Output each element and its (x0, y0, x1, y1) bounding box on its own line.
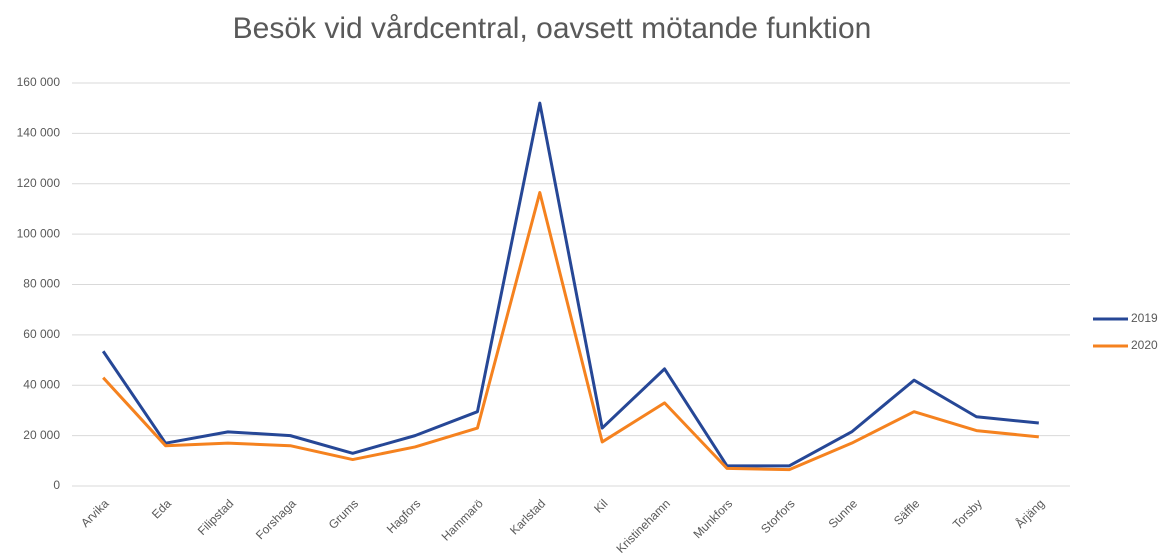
series-line (101, 101, 1039, 468)
x-tick-label: Forshaga (253, 496, 299, 542)
y-tick-label: 120 000 (17, 176, 61, 190)
x-tick-label: Grums (326, 496, 361, 531)
x-tick-label: Storfors (758, 496, 798, 536)
x-tick-label: Årjäng (1012, 496, 1047, 531)
x-tick-label: Kristinehamn (614, 496, 673, 555)
x-tick-label: Hagfors (384, 496, 424, 536)
x-tick-label: Munkfors (690, 496, 735, 541)
y-tick-label: 100 000 (17, 226, 61, 240)
x-tick-label: Kil (591, 496, 610, 515)
x-tick-label: Torsby (950, 496, 985, 531)
legend-label: 2019 (1131, 311, 1158, 325)
y-tick-label: 80 000 (23, 277, 60, 291)
y-tick-label: 40 000 (23, 377, 60, 391)
y-tick-label: 60 000 (23, 327, 60, 341)
y-tick-label: 140 000 (17, 126, 61, 140)
x-tick-label: Säffle (891, 496, 923, 528)
series-line (102, 191, 1039, 472)
x-tick-label: Hammarö (439, 496, 486, 543)
legend-label: 2020 (1131, 338, 1158, 352)
y-tick-label: 0 (53, 478, 60, 492)
x-tick-label: Filipstad (195, 496, 236, 537)
x-tick-label: Eda (149, 496, 174, 521)
y-tick-label: 160 000 (17, 75, 61, 89)
chart-title: Besök vid vårdcentral, oavsett mötande f… (233, 12, 872, 45)
y-tick-label: 20 000 (23, 428, 60, 442)
x-tick-label: Sunne (826, 496, 861, 531)
x-tick-label: Karlstad (507, 496, 548, 537)
x-tick-label: Arvika (78, 496, 112, 530)
